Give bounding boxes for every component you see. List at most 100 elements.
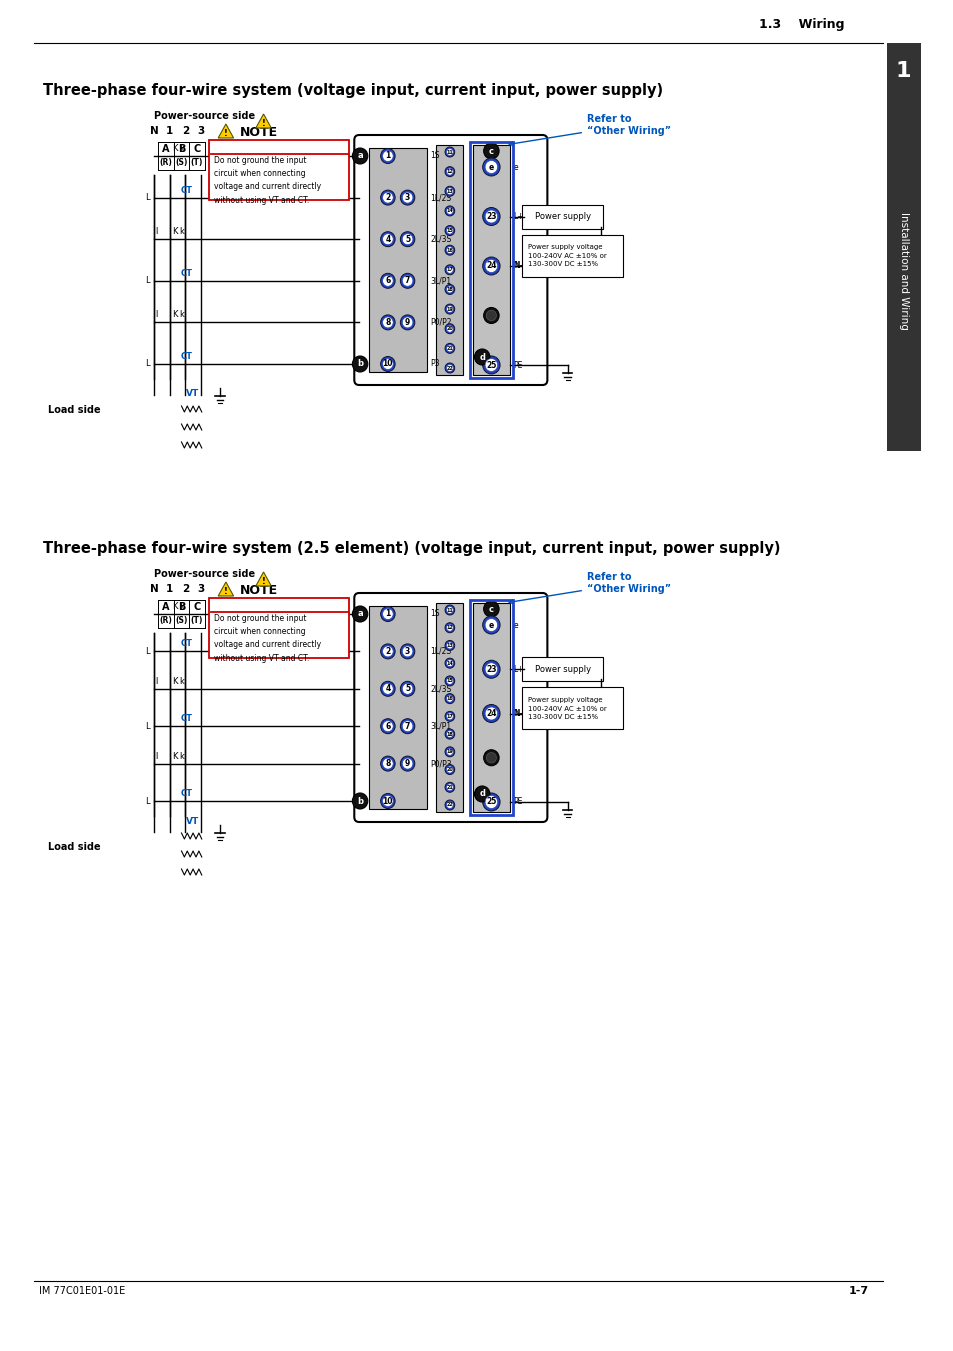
- FancyBboxPatch shape: [521, 688, 622, 730]
- Circle shape: [474, 786, 490, 802]
- Text: e: e: [488, 162, 494, 172]
- Text: Power supply: Power supply: [535, 212, 590, 222]
- Polygon shape: [255, 571, 271, 586]
- Circle shape: [400, 719, 415, 734]
- Circle shape: [380, 644, 395, 659]
- Circle shape: [402, 234, 413, 245]
- Circle shape: [445, 623, 455, 632]
- Circle shape: [483, 308, 498, 323]
- Circle shape: [446, 607, 453, 613]
- Circle shape: [483, 750, 498, 766]
- Text: 20: 20: [446, 326, 453, 331]
- Circle shape: [382, 758, 393, 769]
- Circle shape: [380, 232, 395, 247]
- Text: 14: 14: [446, 208, 453, 213]
- Text: 1: 1: [385, 151, 390, 161]
- Text: l: l: [155, 677, 157, 686]
- Text: 23: 23: [486, 665, 497, 674]
- Text: 21: 21: [446, 346, 453, 351]
- Text: 2: 2: [181, 584, 189, 594]
- Circle shape: [486, 311, 496, 320]
- Circle shape: [446, 168, 453, 176]
- Text: P3: P3: [430, 359, 439, 369]
- Text: Do not ground the input
circuit when connecting
voltage and current directly
wit: Do not ground the input circuit when con…: [214, 155, 321, 204]
- Text: K: K: [172, 603, 177, 611]
- Circle shape: [352, 357, 368, 372]
- Circle shape: [445, 186, 455, 196]
- Text: 1L/2S: 1L/2S: [430, 647, 451, 655]
- Circle shape: [352, 607, 368, 621]
- Text: CT: CT: [180, 639, 193, 648]
- Text: 15: 15: [446, 228, 453, 232]
- Text: 15: 15: [446, 678, 453, 684]
- Circle shape: [483, 601, 498, 617]
- Text: 19: 19: [446, 750, 453, 754]
- Circle shape: [445, 343, 455, 354]
- Circle shape: [380, 315, 395, 330]
- Text: 3: 3: [197, 126, 204, 136]
- Circle shape: [380, 719, 395, 734]
- Text: (R): (R): [159, 616, 172, 626]
- Text: 1: 1: [385, 609, 390, 619]
- Text: 3L/P1: 3L/P1: [430, 277, 451, 285]
- Text: NOTE: NOTE: [239, 584, 277, 597]
- Text: P0/P3: P0/P3: [430, 759, 452, 769]
- Circle shape: [484, 707, 497, 720]
- Circle shape: [445, 712, 455, 721]
- Circle shape: [482, 208, 499, 226]
- Circle shape: [446, 677, 453, 685]
- Text: Installation and Wiring: Installation and Wiring: [898, 212, 907, 330]
- Circle shape: [352, 793, 368, 809]
- Circle shape: [382, 317, 393, 328]
- Circle shape: [400, 315, 415, 330]
- Bar: [436, 603, 463, 812]
- Text: Refer to
“Other Wiring”: Refer to “Other Wiring”: [509, 115, 670, 146]
- Text: e: e: [488, 620, 494, 630]
- Circle shape: [446, 784, 453, 790]
- Circle shape: [484, 358, 497, 372]
- Circle shape: [484, 796, 497, 808]
- Text: 24: 24: [486, 262, 497, 270]
- Text: CT: CT: [180, 715, 193, 723]
- Text: (S): (S): [175, 158, 188, 168]
- Circle shape: [382, 276, 393, 286]
- Text: !: !: [224, 586, 228, 596]
- Text: Power supply: Power supply: [535, 665, 590, 674]
- Text: 7: 7: [404, 277, 410, 285]
- FancyBboxPatch shape: [521, 657, 602, 681]
- Text: l: l: [155, 311, 157, 319]
- Circle shape: [446, 748, 453, 755]
- Text: L: L: [145, 797, 150, 805]
- Bar: [473, 603, 509, 812]
- Text: Refer to
“Other Wiring”: Refer to “Other Wiring”: [509, 573, 670, 604]
- Bar: [473, 145, 509, 376]
- Circle shape: [446, 766, 453, 773]
- Circle shape: [382, 684, 393, 694]
- Circle shape: [380, 273, 395, 288]
- Circle shape: [445, 747, 455, 757]
- Text: K: K: [172, 677, 177, 686]
- Bar: [886, 43, 920, 451]
- Circle shape: [445, 693, 455, 704]
- Circle shape: [446, 149, 453, 155]
- Text: C: C: [193, 603, 200, 612]
- Text: 2: 2: [385, 193, 390, 203]
- Text: 12: 12: [446, 169, 453, 174]
- Circle shape: [446, 188, 453, 195]
- Circle shape: [400, 681, 415, 696]
- Text: k: k: [179, 603, 184, 611]
- Text: 11: 11: [446, 150, 453, 154]
- Text: 1L/2S: 1L/2S: [430, 193, 451, 203]
- Text: K: K: [172, 227, 177, 236]
- Text: L+: L+: [513, 665, 523, 674]
- Text: 25: 25: [486, 797, 497, 807]
- Text: 18: 18: [446, 286, 453, 292]
- Text: 9: 9: [404, 317, 410, 327]
- Text: 18: 18: [446, 732, 453, 736]
- Text: 22: 22: [446, 366, 453, 370]
- Text: Load side: Load side: [49, 842, 101, 852]
- Circle shape: [483, 143, 498, 159]
- Text: 5: 5: [405, 685, 410, 693]
- Text: N: N: [150, 584, 158, 594]
- Text: 21: 21: [446, 785, 453, 790]
